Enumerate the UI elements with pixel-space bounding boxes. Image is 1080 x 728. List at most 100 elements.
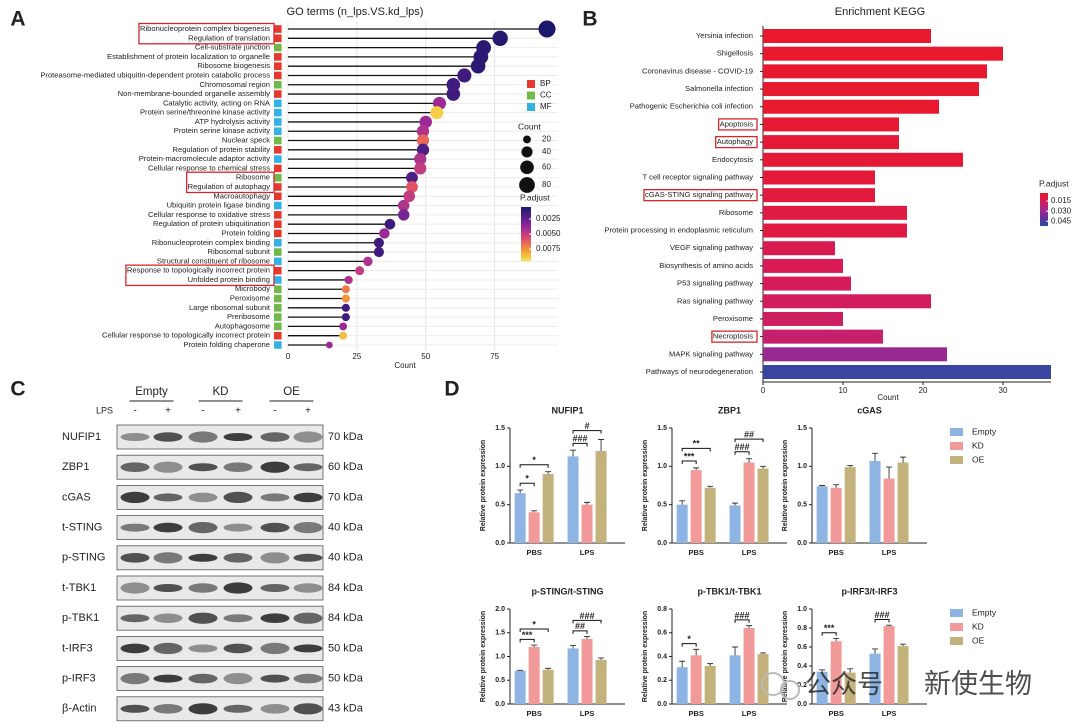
chart-title: p-TBK1/t-TBK1 bbox=[698, 586, 762, 596]
lollipop-dot bbox=[457, 68, 472, 83]
blot-band bbox=[260, 584, 290, 592]
legend-swatch bbox=[527, 103, 535, 111]
treatment-level: - bbox=[273, 406, 276, 417]
size-label: 40 kDa bbox=[328, 552, 364, 564]
blot-band bbox=[120, 643, 150, 654]
blot-band bbox=[120, 673, 150, 685]
error-bar bbox=[819, 485, 826, 487]
y-tick-label: 0.5 bbox=[495, 502, 505, 509]
blot-band bbox=[120, 553, 150, 563]
blot-band bbox=[153, 552, 183, 564]
error-bar bbox=[833, 484, 840, 488]
y-tick-label: Biosynthesis of amino acids bbox=[659, 261, 753, 270]
legend-title: P.adjust bbox=[520, 192, 550, 202]
term-type-swatch bbox=[274, 173, 282, 182]
legend-label: 60 bbox=[542, 162, 551, 171]
term-type-swatch bbox=[274, 108, 282, 117]
y-tick-label: 1.5 bbox=[797, 425, 807, 432]
blot-band bbox=[188, 463, 218, 472]
color-tick-label: 0.045 bbox=[1051, 216, 1072, 225]
y-tick-label: Structural constituent of ribosome bbox=[157, 256, 270, 265]
x-tick-label: 25 bbox=[352, 352, 361, 361]
significance-bracket bbox=[519, 482, 535, 487]
blot-band bbox=[120, 614, 150, 623]
bar bbox=[763, 82, 979, 97]
x-tick-label: 10 bbox=[839, 386, 848, 395]
bar bbox=[816, 486, 828, 543]
y-tick-label: Ubiquitin protein ligase binding bbox=[167, 201, 270, 210]
highlight-box bbox=[125, 264, 275, 287]
error-bar bbox=[760, 652, 767, 655]
y-tick-label: cGAS-STING signaling pathway bbox=[645, 190, 753, 199]
blot-band bbox=[188, 703, 218, 715]
y-tick-label: 0.4 bbox=[657, 653, 667, 660]
lollipop-dot bbox=[416, 134, 430, 147]
term-type-swatch bbox=[274, 146, 282, 154]
y-tick-label: 2.0 bbox=[495, 606, 505, 613]
legend-label: OE bbox=[972, 454, 985, 464]
bar bbox=[514, 670, 526, 704]
y-tick-label: Catalytic activity, acting on RNA bbox=[163, 98, 271, 107]
bar bbox=[763, 46, 1003, 61]
term-type-swatch bbox=[274, 118, 282, 126]
y-tick-label: Ribosome biogenesis bbox=[197, 61, 270, 70]
y-tick-label: Regulation of autophagy bbox=[188, 182, 271, 191]
error-bar bbox=[732, 646, 739, 656]
bar bbox=[844, 672, 856, 704]
blot-strip bbox=[116, 545, 324, 571]
significance-bracket bbox=[519, 464, 549, 468]
significance-label: * bbox=[687, 634, 691, 644]
y-axis-label: Relative protein expression bbox=[782, 611, 789, 702]
blot-band bbox=[153, 674, 183, 683]
y-tick-label: Coronavirus disease - COVID-19 bbox=[642, 66, 753, 75]
y-tick-label: 0.0 bbox=[657, 701, 667, 708]
bar bbox=[763, 258, 843, 273]
blot-band bbox=[260, 522, 290, 533]
term-type-swatch bbox=[274, 192, 282, 201]
y-axis-label: Relative protein expression bbox=[782, 440, 789, 531]
error-bar bbox=[746, 625, 753, 628]
lollipop-dot bbox=[419, 115, 432, 129]
x-tick-label: 0 bbox=[761, 386, 766, 395]
size-label: 84 kDa bbox=[328, 612, 364, 624]
y-tick-label: Ribonucleoprotein complex binding bbox=[152, 238, 270, 247]
significance-label: # bbox=[585, 421, 590, 431]
error-bar bbox=[872, 648, 879, 654]
blot-band bbox=[293, 612, 323, 624]
y-tick-label: Protein-macromolecule adaptor activity bbox=[139, 154, 270, 163]
x-tick-label: 20 bbox=[919, 386, 928, 395]
error-bar bbox=[847, 668, 854, 673]
protein-label: p-TBK1 bbox=[62, 612, 99, 624]
bar bbox=[763, 223, 907, 238]
significance-bracket bbox=[821, 632, 837, 636]
highlight-box bbox=[711, 330, 758, 343]
y-tick-label: 0.0 bbox=[797, 701, 807, 708]
blot-band bbox=[260, 613, 290, 623]
protein-label: cGAS bbox=[62, 491, 91, 503]
blot-band bbox=[120, 523, 150, 532]
bar bbox=[763, 329, 883, 344]
bar bbox=[743, 462, 755, 543]
term-type-swatch bbox=[274, 211, 282, 219]
y-tick-label: Ribonucleoprotein complex biogenesis bbox=[140, 24, 270, 33]
error-bar bbox=[707, 663, 714, 666]
y-tick-label: P53 signaling pathway bbox=[677, 279, 753, 288]
error-bar bbox=[598, 439, 605, 451]
significance-bracket bbox=[681, 460, 697, 464]
protein-label: p-STING bbox=[62, 552, 105, 564]
y-tick-label: 1.0 bbox=[495, 653, 505, 660]
bar bbox=[830, 487, 842, 543]
error-bar bbox=[693, 467, 700, 471]
y-tick-label: Endocytosis bbox=[712, 155, 753, 164]
y-tick-label: 1.0 bbox=[657, 463, 667, 470]
size-label: 50 kDa bbox=[328, 673, 364, 685]
error-bar bbox=[760, 465, 767, 469]
significance-bracket bbox=[572, 630, 588, 634]
treatment-level: - bbox=[133, 406, 136, 417]
legend-label: MF bbox=[540, 102, 552, 111]
y-tick-label: Response to topologically incorrect prot… bbox=[127, 266, 270, 275]
y-tick-label: Ribosome bbox=[236, 173, 270, 182]
bar bbox=[830, 641, 842, 704]
x-tick-label: LPS bbox=[742, 548, 757, 557]
highlight-box bbox=[186, 171, 275, 194]
